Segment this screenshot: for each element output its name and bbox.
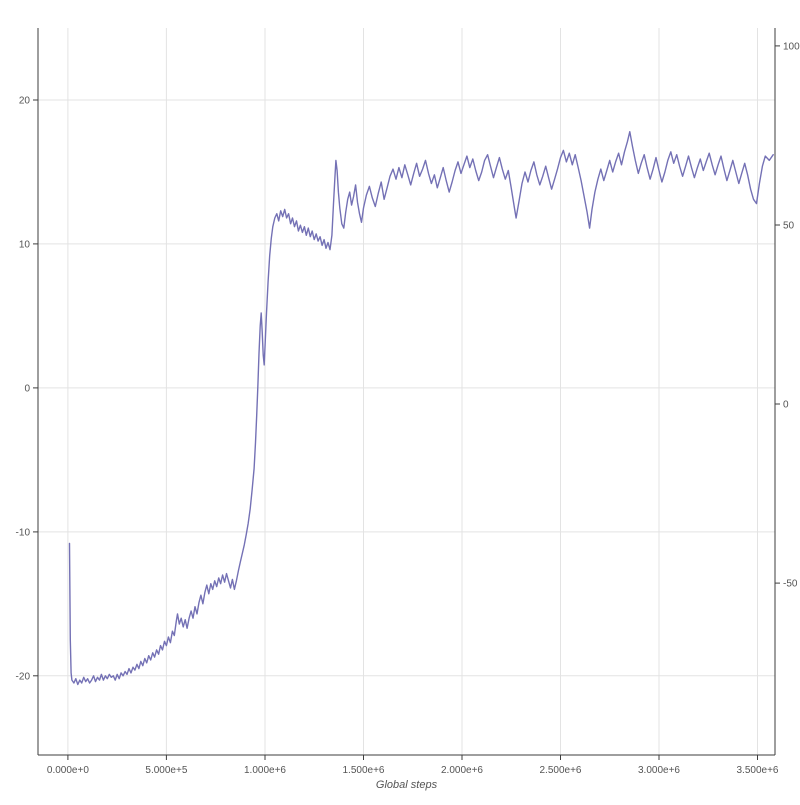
x-tick-label: 0.000e+0 — [47, 765, 89, 776]
y-tick-label-right: 50 — [783, 221, 795, 232]
y-tick-label-left: 20 — [19, 96, 31, 107]
y-tick-label-left: 0 — [24, 383, 30, 394]
x-tick-label: 1.000e+6 — [244, 765, 286, 776]
series-line — [68, 130, 774, 686]
x-tick-label: 1.500e+6 — [343, 765, 385, 776]
x-tick-label: 5.000e+5 — [145, 765, 187, 776]
y-tick-label-right: -50 — [783, 579, 798, 590]
y-tick-label-right: 0 — [783, 400, 789, 411]
y-tick-label-right: 100 — [783, 41, 800, 52]
x-tick-label: 3.500e+6 — [737, 765, 779, 776]
y-tick-label-left: -10 — [16, 527, 31, 538]
x-tick-label: 2.500e+6 — [540, 765, 582, 776]
x-tick-label: 3.000e+6 — [638, 765, 680, 776]
y-tick-label-left: 10 — [19, 239, 31, 250]
y-tick-label-left: -20 — [16, 671, 31, 682]
x-tick-label: 2.000e+6 — [441, 765, 483, 776]
x-axis-label: Global steps — [375, 779, 438, 791]
